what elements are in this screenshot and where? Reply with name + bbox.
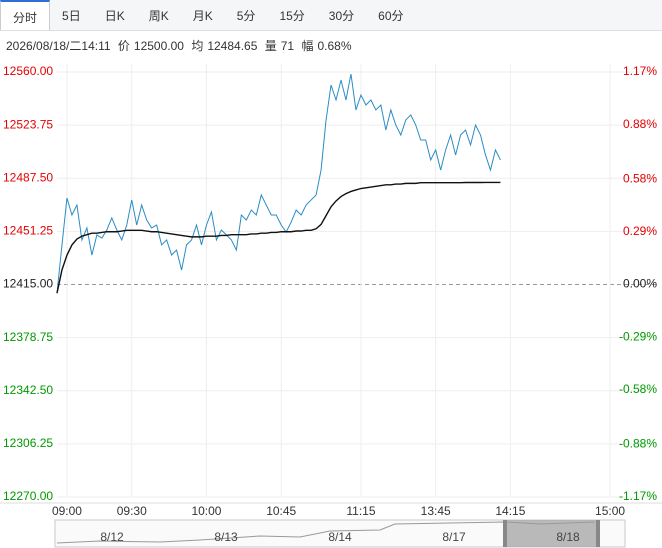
y-tick-label: 12415.00	[3, 277, 53, 291]
y2-tick-label: 0.88%	[623, 117, 657, 131]
navigator-date: 8/17	[442, 530, 466, 544]
label: 均	[191, 39, 204, 53]
tab[interactable]: 月K	[192, 9, 213, 23]
tab[interactable]: 周K	[148, 9, 169, 23]
y2-tick-label: 0.58%	[623, 171, 657, 185]
tab[interactable]: 30分	[328, 9, 355, 23]
x-tick-label: 09:30	[117, 504, 147, 518]
x-tick-label: 15:00	[595, 504, 625, 518]
y-tick-label: 12560.00	[3, 64, 53, 78]
label: 幅	[301, 39, 314, 53]
y2-tick-label: 0.29%	[623, 224, 657, 238]
datetime: 2026/08/18/二14:11	[6, 39, 111, 53]
change: 0.68%	[317, 39, 352, 53]
tab[interactable]: 分时	[0, 0, 51, 30]
y-tick-label: 12487.50	[3, 170, 53, 184]
navigator-date: 8/13	[214, 530, 238, 544]
navigator-window	[505, 520, 598, 547]
navigator-date: 8/18	[556, 530, 580, 544]
navigator-handle[interactable]	[596, 520, 600, 547]
grid	[57, 64, 657, 498]
y2-tick-label: -0.29%	[619, 329, 657, 343]
avg: 12484.65	[207, 39, 258, 53]
tab[interactable]: 15分	[279, 9, 305, 23]
y2-tick-label: 1.17%	[623, 64, 657, 78]
volume: 71	[280, 39, 295, 53]
y2-tick-label: -0.58%	[619, 382, 657, 396]
series-line	[56, 73, 501, 294]
tab[interactable]: 5日	[62, 9, 81, 23]
tab[interactable]: 60分	[378, 9, 404, 23]
y2-tick-label: 0.00%	[623, 277, 657, 291]
series-line	[56, 181, 501, 294]
price: 12500.00	[133, 39, 184, 53]
tab[interactable]: 日K	[104, 9, 125, 23]
y-tick-label: 12270.00	[3, 489, 53, 503]
tab-bar: 分时 5日 日K 周K 月K 5分 15分 30分 60分	[0, 0, 662, 31]
y2-tick-label: -0.88%	[619, 437, 657, 451]
x-tick-label: 10:45	[266, 504, 296, 518]
x-tick-label: 14:15	[495, 504, 525, 518]
x-tick-label: 10:00	[191, 504, 221, 518]
navigator	[54, 519, 626, 548]
navigator-handle[interactable]	[503, 520, 507, 547]
y-tick-label: 12378.75	[3, 330, 53, 344]
y2-tick-label: -1.17%	[619, 489, 657, 503]
x-tick-label: 11:15	[346, 504, 375, 518]
x-tick-label: 13:45	[421, 504, 451, 518]
navigator-date: 8/14	[328, 530, 352, 544]
y-tick-label: 12306.25	[3, 436, 53, 450]
y-tick-label: 12342.50	[3, 383, 53, 397]
label: 价	[117, 39, 130, 53]
navigator-date: 8/12	[100, 530, 124, 544]
label: 量	[264, 39, 277, 53]
y-tick-label: 12451.25	[3, 224, 53, 238]
y-tick-label: 12523.75	[3, 117, 53, 131]
tab[interactable]: 5分	[236, 9, 256, 23]
x-tick-label: 09:00	[52, 504, 82, 518]
